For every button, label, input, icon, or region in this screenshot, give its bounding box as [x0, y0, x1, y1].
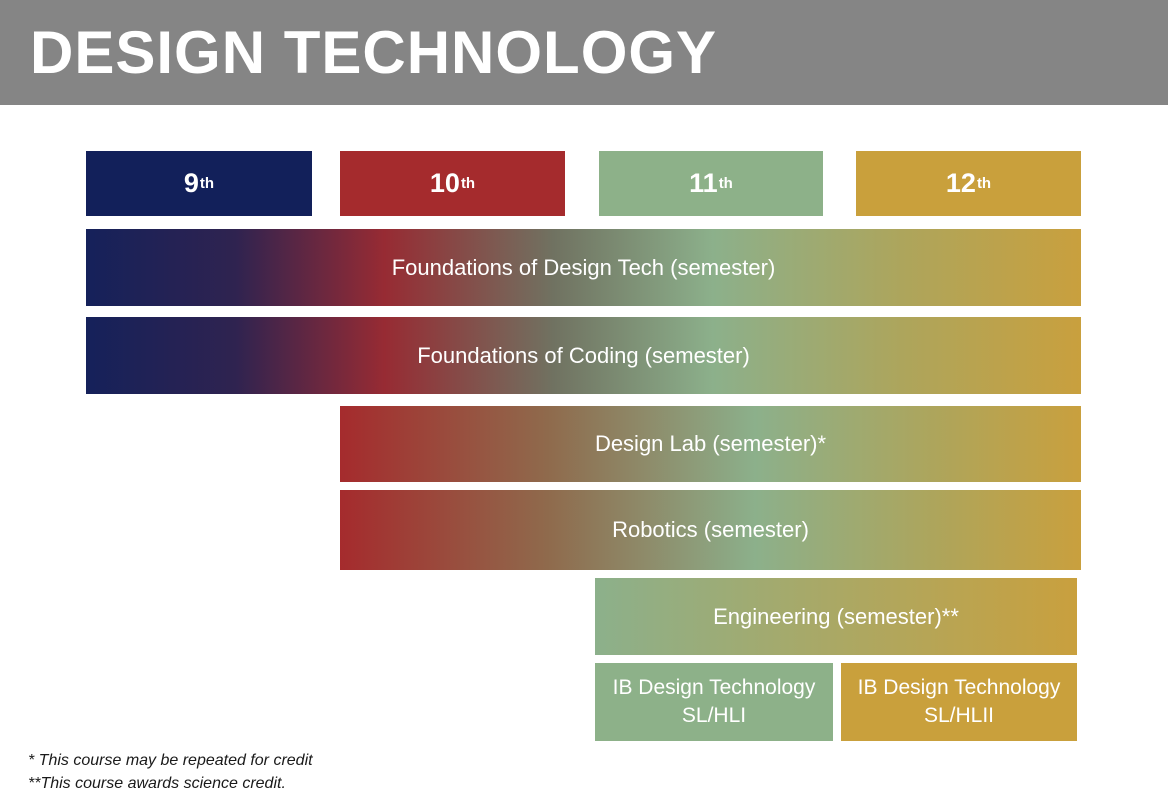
course-bar-engineering: Engineering (semester)**	[595, 578, 1077, 655]
footnotes: * This course may be repeated for credit…	[28, 750, 313, 795]
grade-11-label: 11	[689, 168, 718, 198]
course-bar-robotics: Robotics (semester)	[340, 490, 1081, 570]
course-bar-foundations-coding: Foundations of Coding (semester)	[86, 317, 1081, 394]
grade-9-suffix: th	[199, 175, 215, 192]
grade-10-label: 10	[429, 168, 460, 198]
page-title: DESIGN TECHNOLOGY	[30, 18, 718, 86]
footnote-repeat-credit: * This course may be repeated for credit	[28, 752, 313, 769]
page-header: DESIGN TECHNOLOGY	[0, 0, 1168, 105]
footnote-science-credit: **This course awards science credit.	[28, 774, 286, 792]
course-box-ib-design-tech-sl-hl2: IB Design Technology SL/HLII	[841, 663, 1077, 741]
course-box-ib-design-tech-sl-hl1: IB Design Technology SL/HLI	[595, 663, 833, 741]
course-bar-design-lab: Design Lab (semester)*	[340, 406, 1081, 482]
grade-9-label: 9	[183, 168, 199, 198]
grade-10-suffix: th	[460, 175, 476, 192]
grade-12-label: 12	[945, 168, 976, 198]
grade-12-suffix: th	[976, 175, 992, 192]
grade-11-suffix: th	[718, 175, 733, 192]
course-bar-foundations-design-tech: Foundations of Design Tech (semester)	[86, 229, 1081, 306]
